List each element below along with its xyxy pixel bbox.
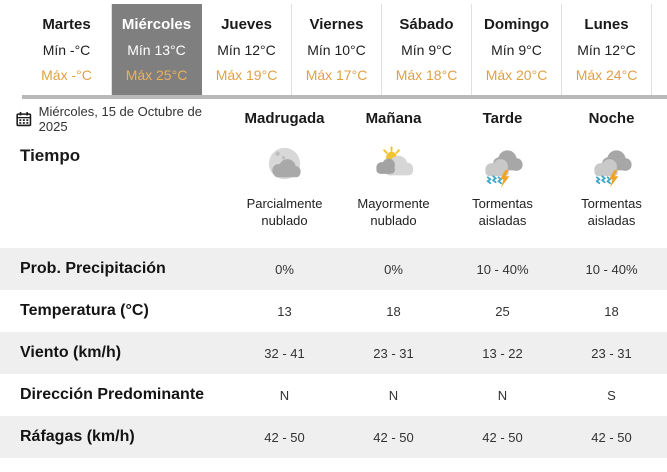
table-row-wind-direction: Dirección Predominante N N N S [0,374,667,416]
row-label: Viento (km/h) [20,344,122,361]
cell-tarde: N [497,387,508,403]
cell-madrugada: 13 [277,303,292,319]
min-temp: Mín 10°C [307,42,366,58]
cell-madrugada: 32 - 41 [264,345,305,361]
row-label-tiempo: Tiempo [20,146,81,165]
day-tab-sabado[interactable]: Sábado Mín 9°C Máx 18°C [382,4,472,95]
condition-label: Tormentas aisladas [581,196,642,228]
min-temp: Mín 9°C [491,42,542,58]
day-tab-strip: Martes Mín -°C Máx -°C Miércoles Mín 13°… [0,0,667,95]
isolated-thunderstorms-icon [485,150,523,188]
condition-tarde: Tormentas aisladas [448,138,557,229]
condition-manana: Mayormente nublado [339,138,448,229]
day-name: Lunes [584,16,629,33]
max-temp: Máx 18°C [395,67,458,83]
max-temp: Máx 24°C [575,67,638,83]
max-temp: Máx -°C [41,67,92,83]
period-header-tarde: Tarde [482,110,523,127]
row-label: Dirección Predominante [20,386,205,403]
cell-noche: 42 - 50 [591,429,632,445]
day-tab-miercoles[interactable]: Miércoles Mín 13°C Máx 25°C [112,4,202,95]
condition-noche: Tormentas aisladas [557,138,666,229]
table-row-wind: Viento (km/h) 32 - 41 23 - 31 13 - 22 23… [0,332,667,374]
day-name: Sábado [399,16,454,33]
table-row-precipitation: Prob. Precipitación 0% 0% 10 - 40% 10 - … [0,248,667,290]
day-name: Jueves [221,16,272,33]
table-row-gusts: Ráfagas (km/h) 42 - 50 42 - 50 42 - 50 4… [0,416,667,458]
max-temp: Máx 20°C [485,67,548,83]
cell-madrugada: 0% [275,261,294,277]
condition-label: Parcialmente nublado [246,196,323,228]
max-temp: Máx 25°C [125,67,188,83]
cell-noche: 10 - 40% [585,261,638,277]
period-header-manana: Mañana [365,110,422,127]
cell-tarde: 42 - 50 [482,429,523,445]
tab-underline [22,95,667,99]
day-name: Domingo [484,16,549,33]
cell-noche: S [607,387,616,403]
cell-noche: 18 [604,303,619,319]
condition-madrugada: Parcialmente nublado [230,138,339,229]
day-name: Viernes [309,16,364,33]
min-temp: Mín 9°C [401,42,452,58]
mostly-cloudy-icon [376,146,414,176]
row-label: Prob. Precipitación [20,260,166,277]
period-header-madrugada: Madrugada [244,110,325,127]
cell-tarde: 13 - 22 [482,345,523,361]
cell-manana: 23 - 31 [373,345,414,361]
date-label: Miércoles, 15 de Octubre de 2025 [38,103,202,134]
cell-manana: N [388,387,399,403]
condition-label: Mayormente nublado [357,196,430,228]
day-tab-lunes[interactable]: Lunes Mín 12°C Máx 24°C [562,4,652,95]
row-label: Temperatura (°C) [20,302,149,319]
min-temp: Mín -°C [42,42,91,58]
table-row-temperature: Temperatura (°C) 13 18 25 18 [0,290,667,332]
day-tab-martes[interactable]: Martes Mín -°C Máx -°C [22,4,112,95]
min-temp: Mín 12°C [217,42,276,58]
day-tab-viernes[interactable]: Viernes Mín 10°C Máx 17°C [292,4,382,95]
min-temp: Mín 12°C [577,42,636,58]
period-header-noche: Noche [588,110,635,127]
calendar-icon [16,111,32,126]
day-name: Miércoles [121,16,192,33]
conditions-row: Tiempo Parcialmente nublado [0,138,667,248]
day-tab-domingo[interactable]: Domingo Mín 9°C Máx 20°C [472,4,562,95]
cell-madrugada: 42 - 50 [264,429,305,445]
selected-date: Miércoles, 15 de Octubre de 2025 [0,104,230,134]
row-label: Ráfagas (km/h) [20,428,135,445]
isolated-thunderstorms-icon [594,150,632,188]
cell-tarde: 25 [495,303,510,319]
max-temp: Máx 17°C [305,67,368,83]
condition-label: Tormentas aisladas [472,196,533,228]
cell-madrugada: N [279,387,290,403]
cell-manana: 18 [386,303,401,319]
min-temp: Mín 13°C [127,42,186,58]
cell-noche: 23 - 31 [591,345,632,361]
cell-tarde: 10 - 40% [476,261,529,277]
cell-manana: 42 - 50 [373,429,414,445]
partly-cloudy-night-icon [268,147,301,180]
day-tab-jueves[interactable]: Jueves Mín 12°C Máx 19°C [202,4,292,95]
period-header-row: Miércoles, 15 de Octubre de 2025 Madruga… [0,99,667,138]
day-name: Martes [42,16,91,33]
max-temp: Máx 19°C [215,67,278,83]
cell-manana: 0% [384,261,403,277]
